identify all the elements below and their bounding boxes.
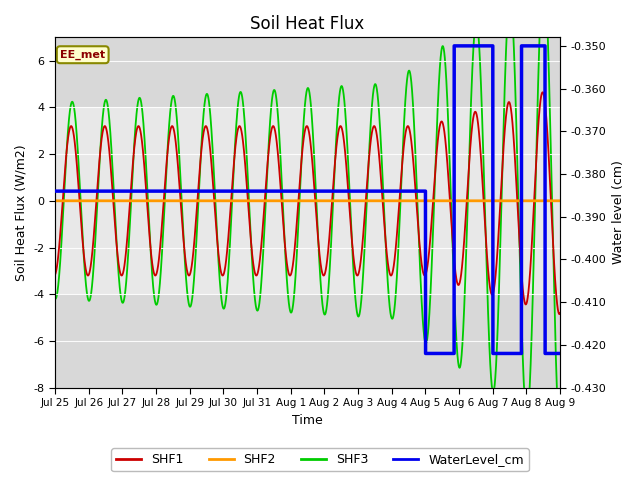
SHF3 <box>244 180 252 185</box>
SHF3 <box>354 313 362 319</box>
Y-axis label: Soil Heat Flux (W/m2): Soil Heat Flux (W/m2) <box>15 144 28 281</box>
SHF1 <box>428 214 436 220</box>
SHF2 <box>556 198 564 204</box>
Legend: SHF1, SHF2, SHF3, WaterLevel_cm: SHF1, SHF2, SHF3, WaterLevel_cm <box>111 448 529 471</box>
SHF1 <box>143 197 150 203</box>
Line: SHF3: SHF3 <box>55 0 560 441</box>
WaterLevel_cm <box>413 188 420 194</box>
SHF1 <box>51 272 59 277</box>
WaterLevel_cm <box>556 350 564 356</box>
SHF3 <box>143 176 150 182</box>
WaterLevel_cm <box>51 188 59 194</box>
SHF1 <box>467 144 474 149</box>
Y-axis label: Water level (cm): Water level (cm) <box>612 160 625 264</box>
SHF2 <box>143 198 150 204</box>
Text: EE_met: EE_met <box>60 49 105 60</box>
SHF1 <box>556 312 563 317</box>
SHF3 <box>380 196 387 202</box>
WaterLevel_cm <box>422 350 429 356</box>
X-axis label: Time: Time <box>292 414 323 427</box>
SHF1 <box>380 211 387 217</box>
WaterLevel_cm <box>177 188 185 194</box>
SHF3 <box>556 438 564 444</box>
SHF1 <box>539 89 547 95</box>
WaterLevel_cm <box>451 43 458 49</box>
SHF2 <box>51 198 59 204</box>
SHF2 <box>244 198 252 204</box>
SHF2 <box>467 198 474 204</box>
SHF3 <box>467 119 474 125</box>
SHF1 <box>244 200 252 206</box>
Line: SHF1: SHF1 <box>55 92 560 314</box>
SHF1 <box>556 310 564 316</box>
WaterLevel_cm <box>524 43 531 49</box>
WaterLevel_cm <box>376 188 383 194</box>
WaterLevel_cm <box>290 188 298 194</box>
WaterLevel_cm <box>356 188 364 194</box>
SHF1 <box>354 272 362 278</box>
Title: Soil Heat Flux: Soil Heat Flux <box>250 15 365 33</box>
Line: WaterLevel_cm: WaterLevel_cm <box>55 46 560 353</box>
SHF3 <box>428 257 436 263</box>
SHF2 <box>354 198 362 204</box>
Bar <box>55 108 560 294</box>
SHF3 <box>51 296 59 301</box>
SHF2 <box>428 198 436 204</box>
SHF2 <box>380 198 387 204</box>
